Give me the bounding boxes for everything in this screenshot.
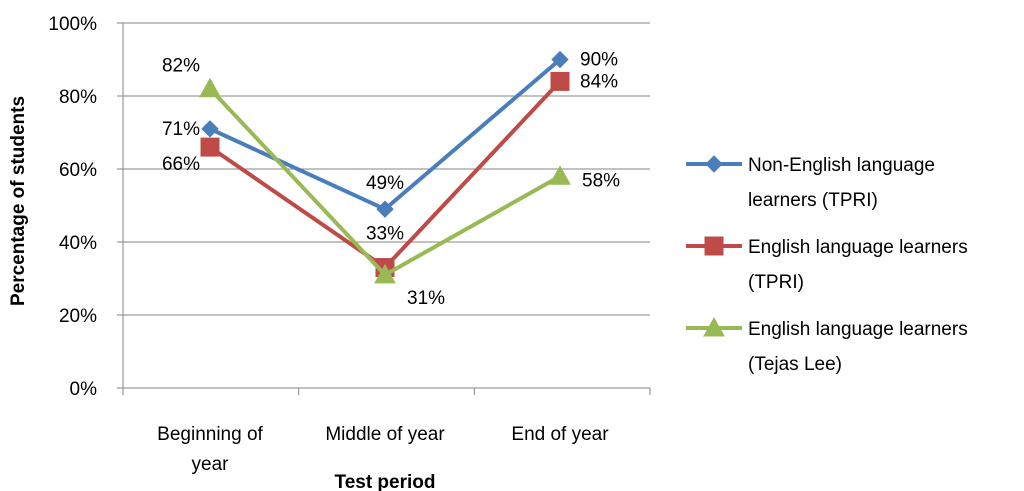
data-labels: 71% 49% 90% 66% 33% 84% 82% 31% 58% <box>162 50 620 309</box>
data-label: 90% <box>580 50 618 71</box>
data-point <box>705 155 723 173</box>
y-tick-label: 0% <box>70 379 98 400</box>
legend: Non-English language learners (TPRI) Engli… <box>686 155 968 375</box>
x-tick-label: End of year <box>511 424 609 445</box>
axes <box>117 22 651 395</box>
legend-label: Non-English language <box>748 155 935 176</box>
x-tick-label: year <box>192 454 230 475</box>
data-label: 71% <box>162 119 200 140</box>
y-tick-label: 40% <box>59 233 97 254</box>
data-label: 33% <box>366 224 404 245</box>
data-point <box>200 137 220 157</box>
x-tick-labels: Beginning of year Middle of year End of yea… <box>157 424 609 475</box>
legend-label: (Tejas Lee) <box>748 354 842 375</box>
data-label: 49% <box>366 173 404 194</box>
series-group <box>199 50 571 284</box>
y-axis-title: Percentage of students <box>8 96 29 306</box>
legend-label: (TPRI) <box>748 272 804 293</box>
x-tick-label: Beginning of <box>157 424 263 445</box>
x-tick-label: Middle of year <box>325 424 445 445</box>
data-point <box>199 77 221 98</box>
legend-label: English language learners <box>748 237 968 258</box>
y-tick-label: 60% <box>59 160 97 181</box>
data-label: 31% <box>407 288 445 309</box>
data-point <box>703 316 725 337</box>
data-point <box>550 71 570 91</box>
data-point <box>704 236 724 256</box>
data-point <box>551 50 569 69</box>
legend-label: learners (TPRI) <box>748 190 878 211</box>
data-point <box>374 263 396 284</box>
data-label: 66% <box>162 154 200 175</box>
legend-label: English language learners <box>748 319 968 340</box>
data-label: 58% <box>582 170 620 191</box>
x-axis-title: Test period <box>335 472 436 491</box>
y-tick-label: 20% <box>59 306 97 327</box>
y-tick-label: 100% <box>48 14 97 35</box>
data-point <box>549 165 571 185</box>
y-tick-label: 80% <box>59 87 97 108</box>
y-tick-labels: 0% 20% 40% 60% 80% 100% <box>48 14 97 400</box>
data-point <box>376 200 394 218</box>
data-point <box>201 120 219 138</box>
data-label: 82% <box>162 56 200 77</box>
data-label: 84% <box>580 71 618 92</box>
